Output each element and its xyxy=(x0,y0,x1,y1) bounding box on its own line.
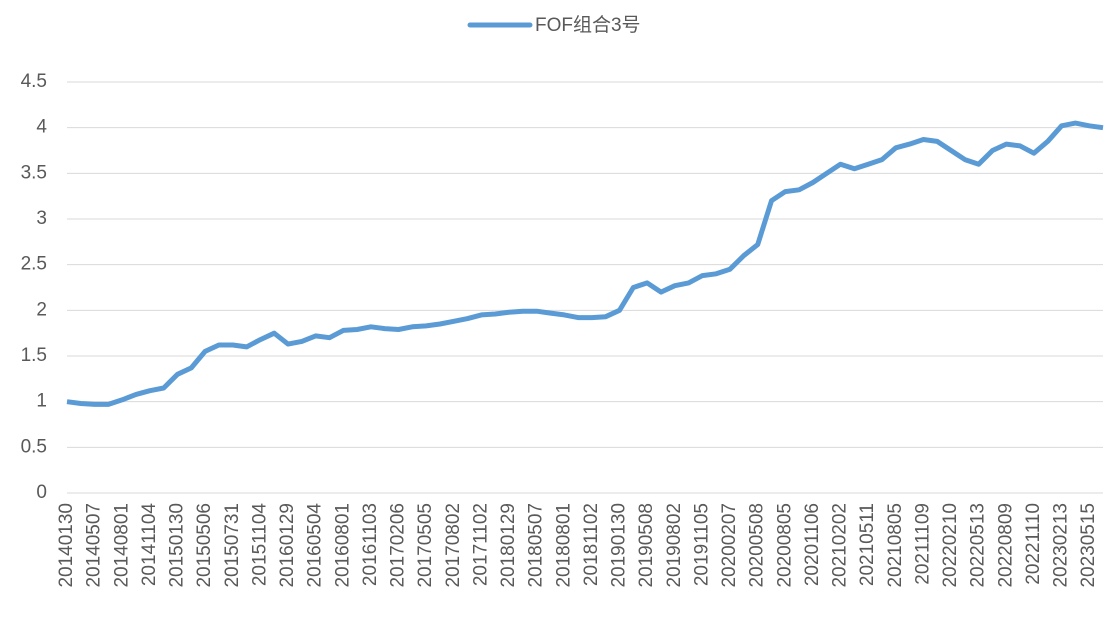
x-tick-label: 20190802 xyxy=(664,503,685,588)
x-tick-label: 20210202 xyxy=(830,503,851,588)
x-tick-label: 20200805 xyxy=(774,503,795,588)
x-tick-label: 20150731 xyxy=(222,503,243,588)
x-tick-label: 20140507 xyxy=(84,503,105,588)
x-tick-label: 20170206 xyxy=(388,503,409,588)
x-tick-label: 20150506 xyxy=(194,503,215,588)
x-tick-label: 20160504 xyxy=(305,503,326,588)
y-tick-label: 3.5 xyxy=(21,162,47,183)
x-tick-label: 20140801 xyxy=(111,503,132,588)
x-tick-label: 20190130 xyxy=(609,503,630,588)
y-tick-label: 0.5 xyxy=(21,436,47,457)
x-tick-label: 20171102 xyxy=(470,503,491,586)
y-tick-label: 2 xyxy=(36,299,47,320)
x-tick-label: 20230515 xyxy=(1078,503,1099,588)
x-tick-label: 20200508 xyxy=(747,503,768,588)
x-tick-label: 20161103 xyxy=(360,503,381,586)
x-tick-label: 20141104 xyxy=(139,503,160,587)
x-tick-label: 20221110 xyxy=(1023,503,1044,585)
x-tick-label: 20180507 xyxy=(526,503,547,588)
x-tick-label: 20220513 xyxy=(968,503,989,588)
y-tick-label: 4 xyxy=(36,117,47,138)
x-tick-label: 20200207 xyxy=(719,503,740,588)
x-tick-label: 20160801 xyxy=(332,503,353,588)
x-tick-label: 20210511 xyxy=(857,503,878,586)
x-tick-label: 20150130 xyxy=(167,503,188,588)
x-tick-label: 20170802 xyxy=(443,503,464,588)
x-tick-label: 20220210 xyxy=(940,503,961,588)
x-tick-label: 20170505 xyxy=(415,503,436,588)
y-tick-label: 1.5 xyxy=(21,345,47,366)
y-tick-label: 0 xyxy=(36,482,47,503)
legend-label: FOF组合3号 xyxy=(535,14,641,36)
x-tick-label: 20180129 xyxy=(498,503,519,588)
legend: FOF组合3号 xyxy=(467,14,641,36)
y-tick-label: 1 xyxy=(36,391,47,412)
series-line xyxy=(66,120,1104,407)
x-tick-label: 20230213 xyxy=(1051,503,1072,588)
y-tick-label: 2.5 xyxy=(21,254,47,275)
x-tick-label: 20180801 xyxy=(553,503,574,588)
y-tick-label: 3 xyxy=(36,208,47,229)
y-tick-label: 4.5 xyxy=(21,71,47,92)
x-tick-label: 20211109 xyxy=(912,503,933,585)
x-tick-label: 20151104 xyxy=(249,503,270,587)
x-tick-label: 20220809 xyxy=(995,503,1016,588)
x-tick-label: 20140130 xyxy=(56,503,77,588)
x-tick-label: 20190508 xyxy=(636,503,657,588)
x-tick-label: 20201106 xyxy=(802,503,823,586)
x-tick-label: 20191105 xyxy=(691,503,712,586)
x-tick-label: 20210805 xyxy=(885,503,906,588)
x-tick-label: 20160129 xyxy=(277,503,298,588)
x-tick-label: 20181102 xyxy=(581,503,602,586)
